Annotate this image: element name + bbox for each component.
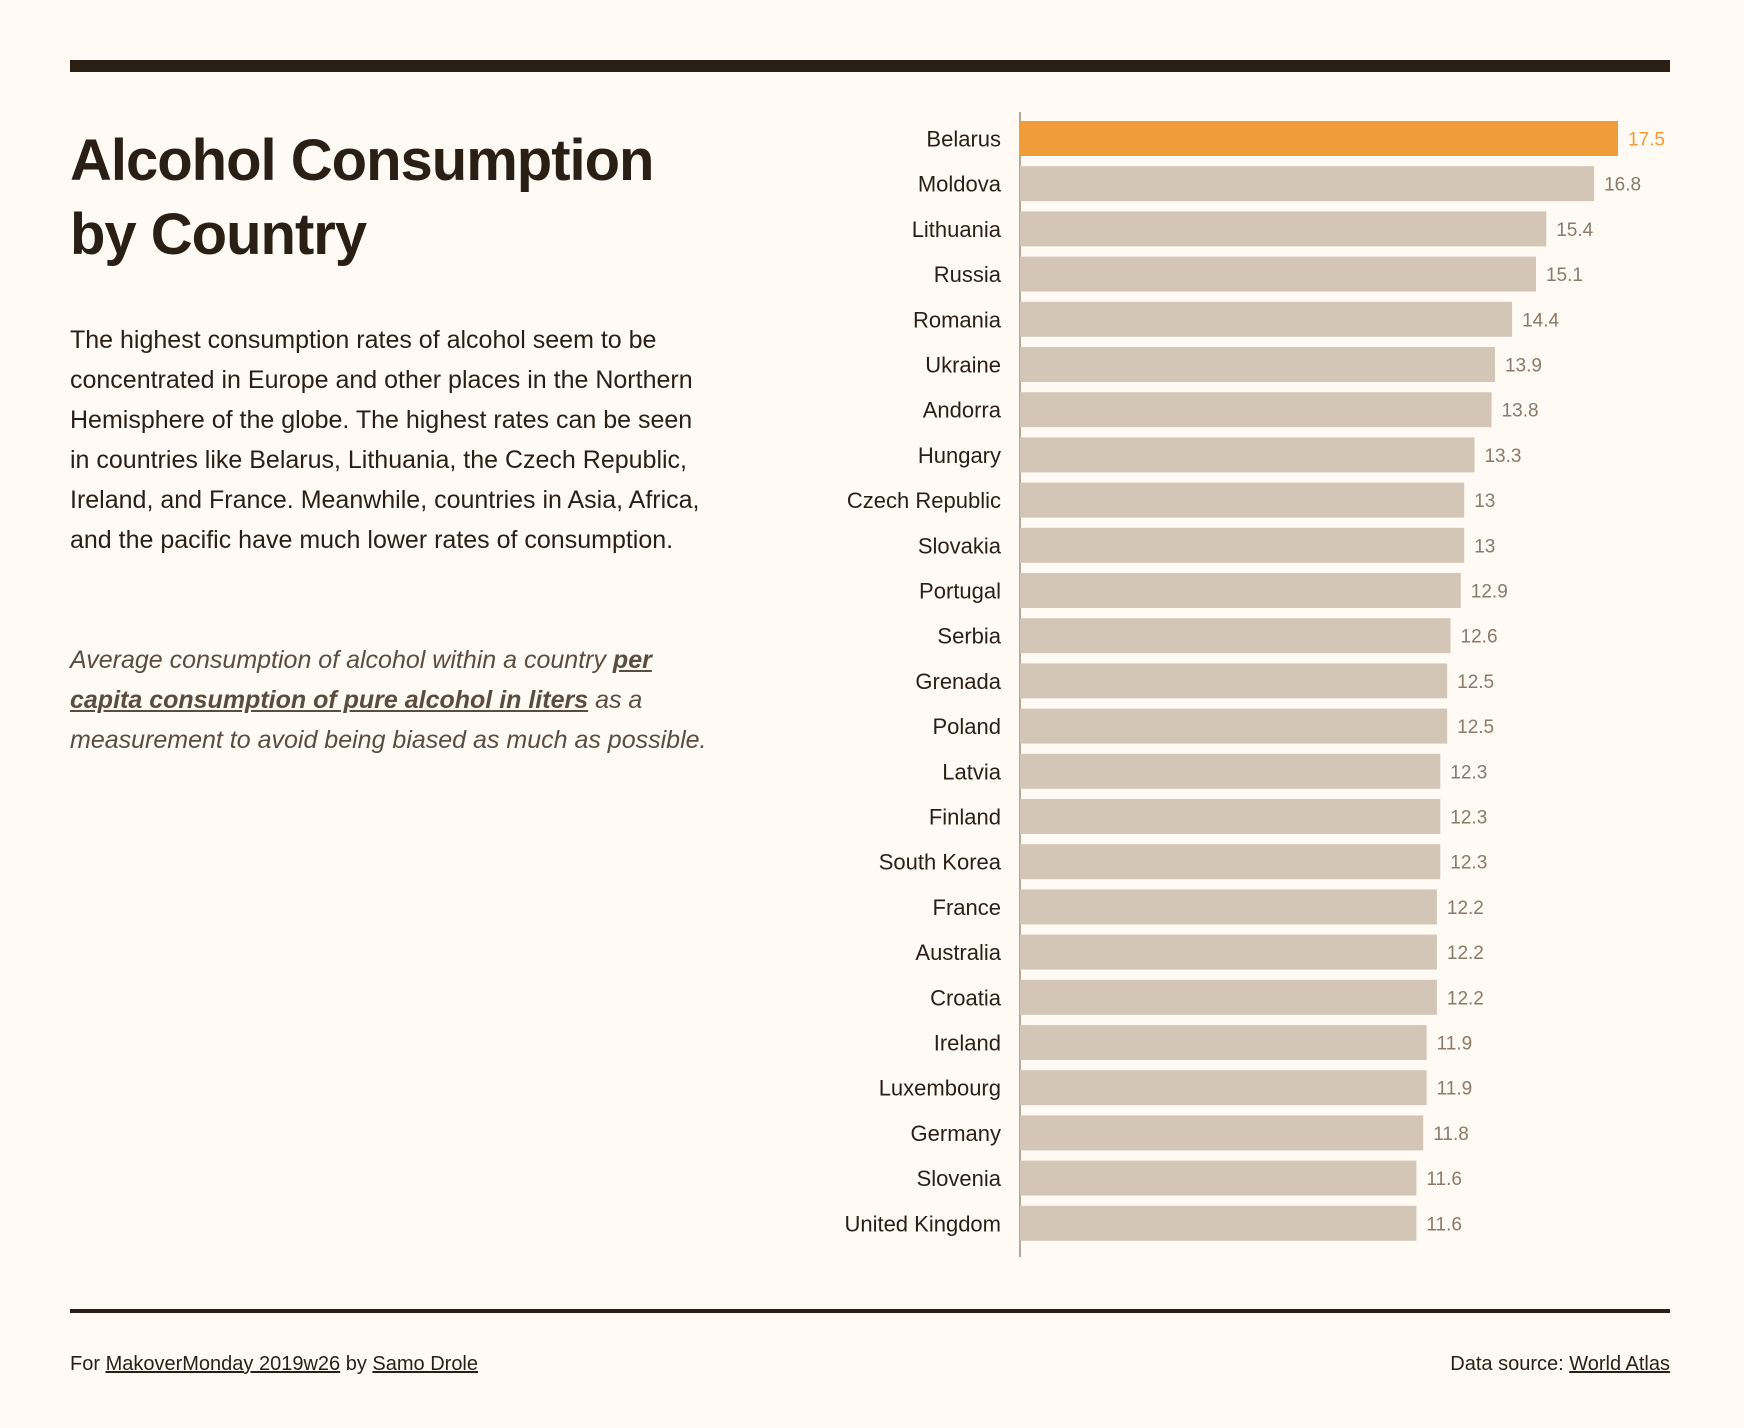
- footer-by-text: by: [340, 1353, 373, 1375]
- page-title: Alcohol Consumption by Country: [70, 128, 655, 267]
- category-label-belarus: Belarus: [926, 127, 1001, 152]
- note-text-after: as a measurement to avoid being biased a…: [70, 686, 707, 754]
- bar-slovakia: [1020, 527, 1465, 563]
- category-label-serbia: Serbia: [937, 624, 1001, 649]
- value-label-serbia: 12.6: [1461, 627, 1498, 648]
- category-label-russia: Russia: [934, 262, 1002, 287]
- bar-grenada: [1020, 663, 1448, 699]
- bar-belarus: [1020, 121, 1618, 156]
- footer-credits: For MakoverMonday 2019w26 by Samo Drole: [70, 1353, 478, 1376]
- bar-united-kingdom: [1020, 1205, 1417, 1241]
- value-label-lithuania: 15.4: [1556, 220, 1593, 241]
- makeover-monday-link[interactable]: MakoverMonday 2019w26: [105, 1353, 341, 1375]
- category-label-latvia: Latvia: [942, 759, 1001, 784]
- category-label-south-korea: South Korea: [879, 850, 1002, 875]
- bar-russia: [1020, 256, 1536, 292]
- value-label-slovenia: 11.6: [1426, 1169, 1462, 1190]
- measurement-note: Average consumption of alcohol within a …: [70, 640, 710, 760]
- footer-source: Data source: World Atlas: [1450, 1353, 1670, 1376]
- value-label-poland: 12.5: [1457, 717, 1494, 738]
- category-label-france: France: [933, 895, 1001, 920]
- category-label-united-kingdom: United Kingdom: [844, 1211, 1001, 1236]
- value-label-germany: 11.8: [1433, 1124, 1469, 1145]
- bar-south-korea: [1020, 844, 1441, 880]
- bar-slovenia: [1020, 1160, 1417, 1196]
- value-label-grenada: 12.5: [1457, 672, 1494, 693]
- value-label-ukraine: 13.9: [1505, 356, 1542, 377]
- bar-romania: [1020, 301, 1513, 337]
- value-label-andorra: 13.8: [1502, 401, 1539, 422]
- bottom-rule: [70, 1309, 1670, 1313]
- category-label-slovakia: Slovakia: [918, 533, 1002, 558]
- category-label-lithuania: Lithuania: [912, 217, 1002, 242]
- bar-chart: Belarus 17.5 Moldova 16.8 Lithuania 15.4 Russi…: [780, 112, 1680, 1262]
- bar-portugal: [1020, 573, 1461, 608]
- bar-luxembourg: [1020, 1070, 1427, 1106]
- world-atlas-link[interactable]: World Atlas: [1569, 1353, 1670, 1375]
- bar-andorra: [1020, 392, 1492, 428]
- category-label-australia: Australia: [915, 940, 1001, 965]
- author-link[interactable]: Samo Drole: [372, 1353, 479, 1375]
- value-label-czech-republic: 13: [1474, 491, 1495, 512]
- value-label-luxembourg: 11.9: [1437, 1079, 1473, 1100]
- category-label-romania: Romania: [913, 307, 1002, 332]
- value-label-latvia: 12.3: [1450, 762, 1487, 783]
- bar-france: [1020, 889, 1437, 925]
- value-label-russia: 15.1: [1546, 265, 1583, 286]
- source-label: Data source:: [1450, 1353, 1570, 1375]
- category-label-croatia: Croatia: [930, 985, 1002, 1010]
- bar-serbia: [1020, 618, 1451, 654]
- category-label-germany: Germany: [911, 1121, 1001, 1146]
- category-label-portugal: Portugal: [919, 579, 1001, 604]
- category-label-hungary: Hungary: [918, 443, 1001, 468]
- category-label-slovenia: Slovenia: [917, 1166, 1002, 1191]
- footer-for-text: For: [70, 1353, 106, 1375]
- bar-finland: [1020, 799, 1441, 834]
- bar-poland: [1020, 708, 1448, 744]
- value-label-hungary: 13.3: [1484, 446, 1521, 467]
- top-rule: [70, 60, 1670, 72]
- category-label-andorra: Andorra: [923, 398, 1002, 423]
- bar-ukraine: [1020, 347, 1495, 382]
- value-label-france: 12.2: [1447, 898, 1484, 919]
- category-label-finland: Finland: [929, 805, 1001, 830]
- value-label-belarus: 17.5: [1628, 130, 1665, 151]
- category-label-luxembourg: Luxembourg: [879, 1076, 1001, 1101]
- bar-hungary: [1020, 437, 1475, 473]
- note-text-before: Average consumption of alcohol within a …: [70, 646, 613, 674]
- category-label-czech-republic: Czech Republic: [847, 488, 1001, 513]
- category-label-poland: Poland: [932, 714, 1001, 739]
- description-text: The highest consumption rates of alcohol…: [70, 326, 700, 554]
- category-label-ukraine: Ukraine: [925, 353, 1001, 378]
- bar-australia: [1020, 934, 1437, 970]
- value-label-portugal: 12.9: [1471, 582, 1508, 603]
- value-label-romania: 14.4: [1522, 310, 1559, 331]
- category-label-moldova: Moldova: [918, 172, 1002, 197]
- category-label-ireland: Ireland: [934, 1031, 1001, 1056]
- bar-moldova: [1020, 166, 1595, 202]
- bar-lithuania: [1020, 211, 1547, 247]
- bar-latvia: [1020, 753, 1441, 789]
- bar-germany: [1020, 1115, 1424, 1151]
- per-capita-link[interactable]: per capita consumption of pure alcohol i…: [70, 646, 652, 714]
- value-label-slovakia: 13: [1474, 536, 1495, 557]
- value-label-united-kingdom: 11.6: [1426, 1214, 1462, 1235]
- bar-croatia: [1020, 979, 1437, 1015]
- bar-czech-republic: [1020, 482, 1465, 518]
- bar-ireland: [1020, 1025, 1427, 1060]
- category-label-grenada: Grenada: [915, 669, 1001, 694]
- value-label-ireland: 11.9: [1437, 1034, 1473, 1055]
- value-label-croatia: 12.2: [1447, 988, 1484, 1009]
- value-label-finland: 12.3: [1450, 808, 1487, 829]
- value-label-moldova: 16.8: [1604, 175, 1641, 196]
- value-label-australia: 12.2: [1447, 943, 1484, 964]
- bar-chart-svg: Belarus 17.5 Moldova 16.8 Lithuania 15.4 Russi…: [844, 112, 1665, 1257]
- value-label-south-korea: 12.3: [1450, 853, 1487, 874]
